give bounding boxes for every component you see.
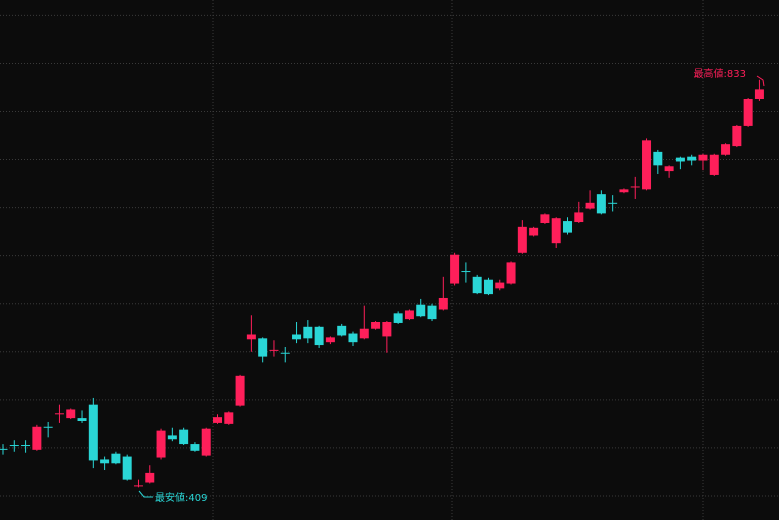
candle-body: [574, 212, 584, 223]
candle-body: [145, 472, 155, 483]
candle-body: [732, 125, 742, 147]
candle-body: [596, 194, 606, 214]
candle-body: [563, 221, 572, 233]
candle-body: [642, 140, 652, 190]
candle-body: [292, 334, 302, 340]
candle-body: [721, 144, 731, 155]
candle-body: [66, 409, 76, 419]
low-arrow: [138, 490, 153, 498]
candle-body: [506, 262, 516, 284]
candle-body: [393, 313, 403, 323]
candle-body: [77, 418, 87, 421]
candle-body: [337, 325, 347, 336]
candle-body: [246, 334, 256, 340]
candle-body: [190, 444, 200, 451]
candle-body: [224, 412, 234, 424]
candle-body: [156, 430, 166, 458]
candle-body: [653, 151, 663, 166]
candle-body: [709, 154, 719, 175]
candle-body: [619, 189, 629, 193]
candle-body: [167, 435, 177, 440]
candle-body: [495, 282, 505, 289]
candle-body: [630, 186, 640, 188]
candle-body: [529, 227, 539, 236]
candle-body: [687, 156, 697, 161]
candle-body: [404, 310, 414, 320]
high-arrow: [756, 75, 765, 87]
candle-body: [608, 202, 618, 204]
candle-body: [483, 279, 493, 295]
candle-body: [179, 429, 189, 445]
candles: [0, 79, 764, 488]
candle-body: [472, 276, 482, 294]
candle-body: [21, 445, 31, 447]
candle-body: [54, 413, 64, 415]
low-annotation: 最安値:409: [155, 491, 207, 504]
candle-body: [754, 89, 764, 100]
candle-body: [258, 338, 268, 357]
candle-body: [269, 349, 279, 351]
candle-body: [664, 166, 674, 172]
candle-body: [0, 448, 8, 450]
candle-body: [133, 485, 143, 487]
candle-body: [303, 326, 313, 339]
candle-body: [201, 428, 211, 456]
candle-body: [122, 456, 132, 480]
candle-body: [382, 321, 392, 337]
candle-body: [111, 453, 121, 464]
candle-body: [438, 297, 448, 310]
candle-body: [100, 459, 110, 464]
candle-body: [416, 304, 426, 317]
candle-body: [371, 321, 381, 329]
candle-body: [517, 226, 527, 253]
candle-body: [348, 333, 358, 343]
candle-body: [743, 99, 753, 126]
candle-body: [698, 154, 708, 161]
candle-body: [9, 445, 19, 447]
candle-body: [314, 326, 324, 346]
candle-body: [280, 352, 290, 354]
high-annotation: 最高値:833: [694, 67, 746, 80]
candle-body: [450, 254, 460, 284]
candle-body: [43, 426, 53, 428]
candle-body: [427, 305, 437, 320]
candle-body: [235, 375, 245, 406]
candle-body: [325, 337, 335, 343]
candle-body: [540, 214, 550, 223]
candle-body: [88, 404, 98, 461]
candle-body: [213, 417, 223, 423]
candle-body: [359, 328, 369, 339]
candle-body: [675, 157, 685, 162]
candle-body: [551, 218, 561, 244]
candle-body: [585, 202, 595, 209]
candle-body: [461, 271, 471, 273]
candle-body: [32, 426, 42, 450]
